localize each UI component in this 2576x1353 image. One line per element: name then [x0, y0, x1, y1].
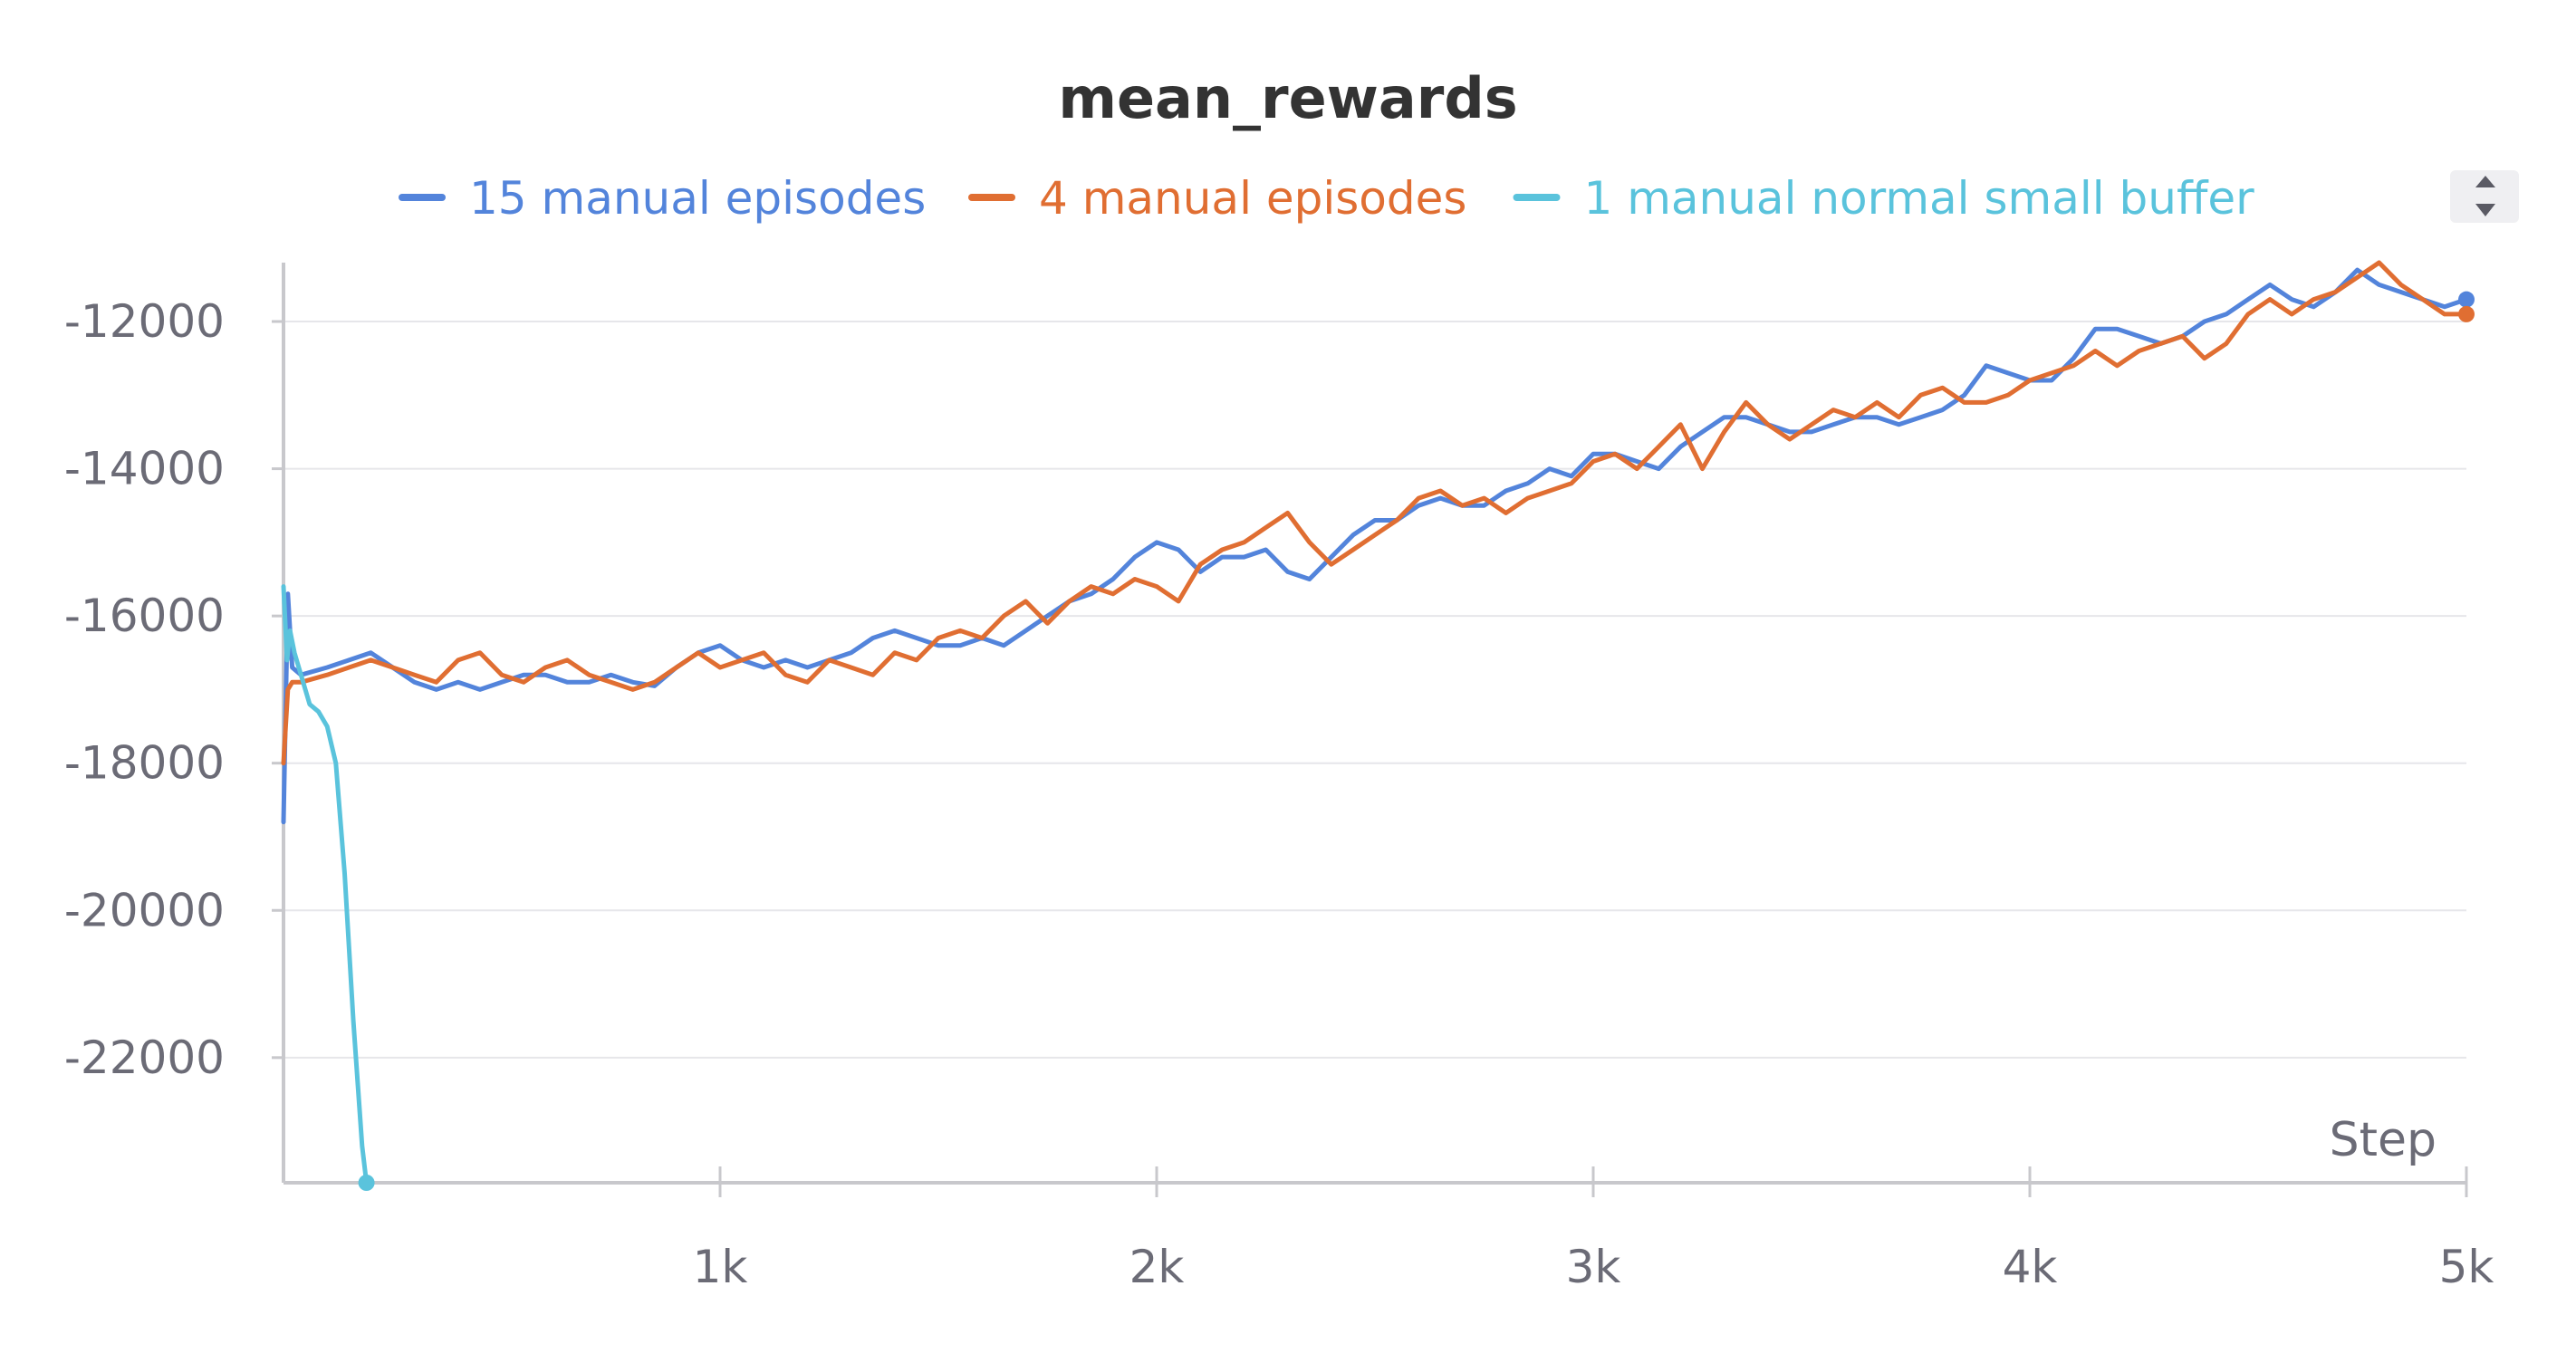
series-end-point-0: [2458, 291, 2475, 308]
series-line-2: [281, 584, 370, 1185]
scroll-arrows[interactable]: [2450, 170, 2519, 223]
y-axis-ticks: -12000 -14000 -16000 -18000 -20000 -22000: [64, 295, 284, 1084]
series-lines: [281, 260, 2475, 1191]
series-end-point-2: [358, 1175, 375, 1191]
x-tick-label: 3k: [1566, 1241, 1621, 1293]
x-tick-label: 2k: [1129, 1241, 1185, 1293]
x-tick-label: 1k: [693, 1241, 748, 1293]
x-tick-label: 4k: [2003, 1241, 2058, 1293]
series-line-0: [281, 267, 2469, 825]
axes: [282, 263, 2466, 1185]
series-line-1: [281, 260, 2469, 766]
y-tick-label: -12000: [64, 295, 225, 348]
legend-label-2: 1 manual normal small buffer: [1584, 172, 2255, 225]
y-tick-label: -14000: [64, 443, 225, 495]
x-axis-label: Step: [2330, 1113, 2437, 1167]
x-tick-label: 5k: [2439, 1241, 2494, 1293]
arrow-up-icon[interactable]: [2475, 176, 2495, 187]
x-axis-ticks: 1k 2k 3k 4k 5k: [693, 1166, 2494, 1293]
legend-label-1: 4 manual episodes: [1039, 172, 1466, 225]
legend: 15 manual episodes 4 manual episodes 1 man…: [399, 172, 2255, 225]
legend-label-0: 15 manual episodes: [469, 172, 926, 225]
y-tick-label: -20000: [64, 884, 225, 936]
arrow-down-icon[interactable]: [2475, 204, 2495, 216]
y-tick-label: -22000: [64, 1032, 225, 1084]
series-end-point-1: [2458, 305, 2475, 322]
grid-lines: [284, 321, 2466, 1059]
y-tick-label: -18000: [64, 737, 225, 790]
y-tick-label: -16000: [64, 590, 225, 642]
scroll-arrows-box[interactable]: [2450, 170, 2519, 223]
chart-title: mean_rewards: [1058, 65, 1517, 131]
